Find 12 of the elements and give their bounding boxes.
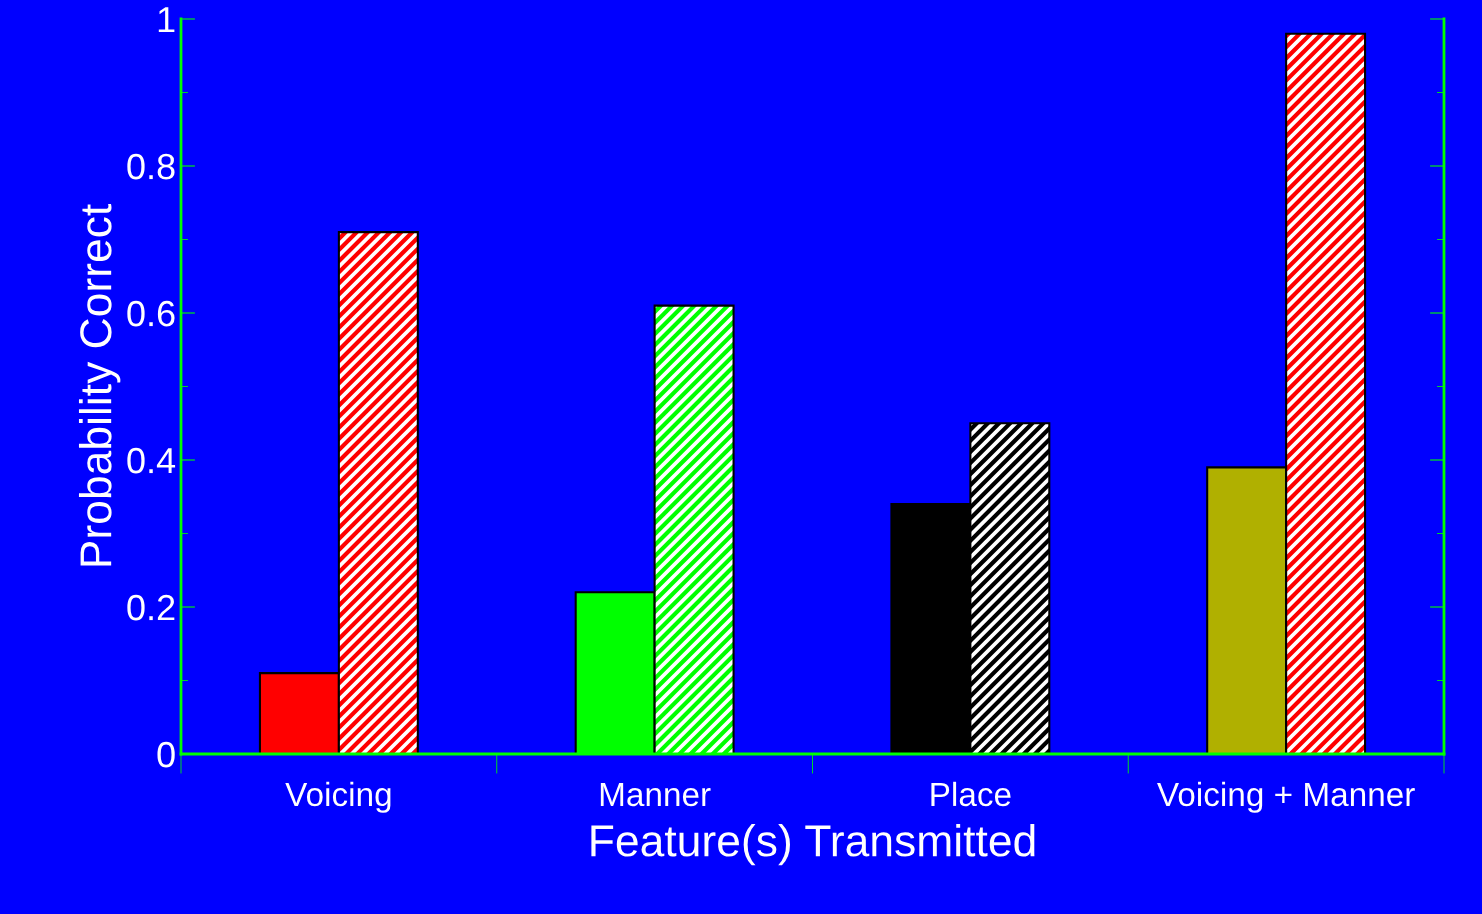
x-tick-label: Voicing bbox=[285, 781, 391, 813]
y-tick-label: 0.8 bbox=[127, 153, 175, 180]
y-tick-label: 0.2 bbox=[127, 594, 175, 621]
x-tick-label: Voicing + Manner bbox=[1157, 781, 1415, 813]
y-tick-label: 0.6 bbox=[127, 300, 175, 327]
y-axis-title: Probability Correct bbox=[78, 204, 121, 566]
y-tick-label: 0 bbox=[157, 741, 175, 768]
x-tick-label: Place bbox=[931, 781, 1011, 807]
y-tick-label: 1 bbox=[158, 7, 175, 33]
x-axis-title: Feature(s) Transmitted bbox=[591, 823, 1035, 866]
y-tick-label: 0.4 bbox=[127, 447, 176, 474]
x-tick-label: Manner bbox=[600, 783, 711, 807]
